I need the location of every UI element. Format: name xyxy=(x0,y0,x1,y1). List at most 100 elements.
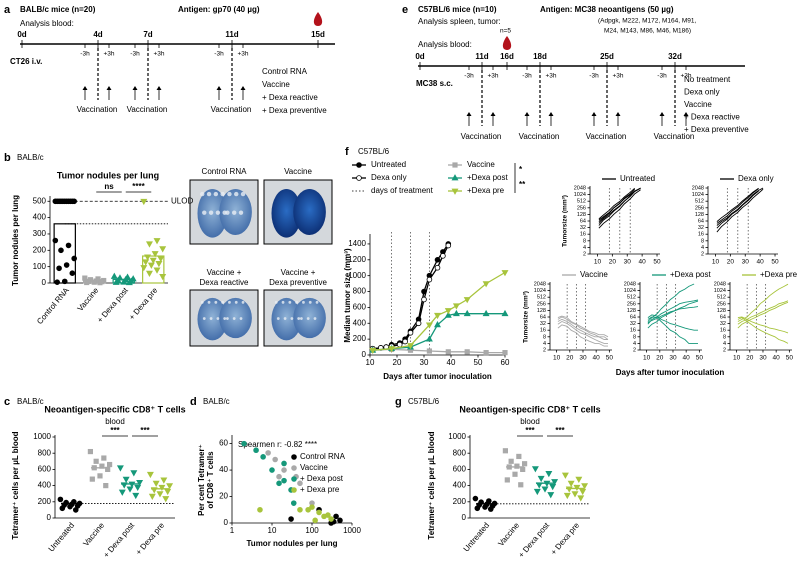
lung-nodule xyxy=(220,191,225,197)
data-point xyxy=(482,504,488,510)
data-point xyxy=(541,486,549,493)
y-tick-label: 2048 xyxy=(624,281,636,287)
y-tick-label: 20 xyxy=(219,492,228,501)
data-point xyxy=(501,270,509,277)
mouse-curve xyxy=(716,187,759,222)
lung-nodule xyxy=(209,317,213,320)
y-tick-label: 128 xyxy=(695,212,704,218)
data-point xyxy=(482,281,490,288)
y-tick-label: 2 xyxy=(633,347,636,353)
y-tick-label: 300 xyxy=(33,229,47,238)
data-point xyxy=(126,486,134,493)
y-tick-label: 500 xyxy=(33,196,47,205)
data-point xyxy=(150,487,158,494)
day-label: 11d xyxy=(225,30,238,39)
y-tick-label: 128 xyxy=(577,212,586,218)
lung-nodule xyxy=(202,210,207,215)
data-point xyxy=(407,329,414,336)
panel-letter: d xyxy=(190,396,197,408)
data-point xyxy=(67,503,73,510)
schematic-title: C57BL/6 mice (n=10) xyxy=(418,5,497,14)
y-tick-label: 0 xyxy=(47,513,52,522)
data-point xyxy=(518,482,524,488)
day-label: 15d xyxy=(311,30,325,39)
legend-label: Control RNA xyxy=(300,452,346,461)
data-point xyxy=(402,338,408,345)
x-tick-label: 50 xyxy=(786,355,794,362)
mouse-curve xyxy=(737,301,789,329)
data-point xyxy=(575,476,583,483)
significance-label: ** xyxy=(519,180,526,189)
panel-letter: c xyxy=(4,396,10,408)
y-tick-label: 64 xyxy=(580,218,586,224)
group-label: Control RNA xyxy=(262,67,308,76)
data-point xyxy=(153,238,161,245)
day-label: 32d xyxy=(668,52,682,61)
x-tick-label: 20 xyxy=(566,355,574,362)
mouse-curve xyxy=(598,187,636,220)
arrow-head xyxy=(591,112,597,116)
data-point xyxy=(120,278,128,285)
route-label: CT26 i.v. xyxy=(10,57,42,66)
x-tick-label: 20 xyxy=(609,259,617,266)
data-point xyxy=(61,278,68,285)
data-point xyxy=(89,476,95,482)
photo-label: Dexa reactive xyxy=(200,278,249,287)
y-tick-label: 32 xyxy=(720,321,726,327)
data-point xyxy=(407,343,414,350)
lung-nodule xyxy=(206,191,212,197)
mouse-curve xyxy=(557,324,608,347)
panel-letter: g xyxy=(395,396,402,408)
y-tick-label: 0 xyxy=(224,518,229,527)
photo-label: Control RNA xyxy=(202,167,248,176)
lung-nodule xyxy=(234,300,238,304)
x-tick-label: 40 xyxy=(773,355,781,362)
y-tick-label: 800 xyxy=(38,448,52,457)
y-tick-label: 1200 xyxy=(348,255,366,264)
arrow-head xyxy=(615,112,621,116)
x-tick-label: 20 xyxy=(746,355,754,362)
group-label: + Dexa reactive xyxy=(262,93,318,102)
data-point xyxy=(506,464,512,470)
vaccination-label: Vaccination xyxy=(127,105,168,114)
mouse-curve xyxy=(647,314,698,331)
vaccination-label: Vaccination xyxy=(519,132,560,141)
chart-title: Tumor nodules per lung xyxy=(57,170,159,180)
lung-nodule xyxy=(295,300,299,304)
data-point xyxy=(502,448,509,454)
arrow-head xyxy=(466,112,472,116)
lung-nodule xyxy=(274,300,278,304)
y-tick-label: 16 xyxy=(580,232,586,238)
lung-nodule xyxy=(228,300,231,304)
mouse-curve xyxy=(737,317,789,344)
time-label: -3h xyxy=(464,73,474,80)
arrow-head xyxy=(659,112,665,116)
legend-label: days of treatment xyxy=(371,186,434,195)
y-tick-label: 0 xyxy=(462,513,467,522)
data-point xyxy=(571,491,579,498)
x-tick-label: 30 xyxy=(742,259,750,266)
strain-label: C57BL/6 xyxy=(358,147,390,156)
y-tick-label: 256 xyxy=(537,301,546,307)
data-point xyxy=(276,480,282,487)
mouse-curve xyxy=(598,187,641,224)
day-label: 18d xyxy=(533,52,547,61)
arrow-head xyxy=(82,86,88,90)
legend-label: + Dexa post xyxy=(300,474,344,483)
day-label: 7d xyxy=(143,30,152,39)
data-point xyxy=(501,309,509,317)
y-tick-label: 40 xyxy=(219,465,228,474)
data-point xyxy=(483,350,489,356)
strain-label: BALB/c xyxy=(17,397,44,406)
y-tick-label: 400 xyxy=(453,481,467,490)
mouse-curve xyxy=(557,316,609,340)
data-point xyxy=(474,505,481,512)
data-point xyxy=(57,496,64,503)
data-point xyxy=(63,262,70,268)
x-tick-label: 30 xyxy=(759,355,767,362)
time-label: -3h xyxy=(214,51,224,58)
time-label: -3h xyxy=(589,73,599,80)
lung-nodule xyxy=(200,191,205,197)
data-point xyxy=(502,350,508,356)
